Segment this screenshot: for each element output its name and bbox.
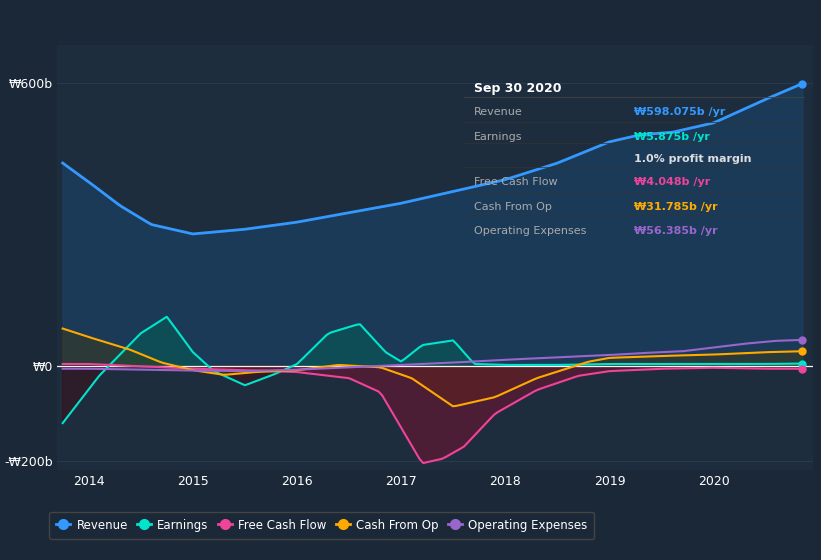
Text: ₩5.875b /yr: ₩5.875b /yr	[635, 133, 710, 142]
Text: Earnings: Earnings	[474, 133, 523, 142]
Text: Sep 30 2020: Sep 30 2020	[474, 82, 562, 95]
Legend: Revenue, Earnings, Free Cash Flow, Cash From Op, Operating Expenses: Revenue, Earnings, Free Cash Flow, Cash …	[49, 512, 594, 539]
Text: 1.0% profit margin: 1.0% profit margin	[635, 154, 752, 164]
Text: Operating Expenses: Operating Expenses	[474, 226, 586, 236]
Text: ₩598.075b /yr: ₩598.075b /yr	[635, 108, 726, 118]
Text: ₩56.385b /yr: ₩56.385b /yr	[635, 226, 718, 236]
Text: Cash From Op: Cash From Op	[474, 202, 552, 212]
Text: Revenue: Revenue	[474, 108, 523, 118]
Text: ₩31.785b /yr: ₩31.785b /yr	[635, 202, 718, 212]
Text: ₩4.048b /yr: ₩4.048b /yr	[635, 178, 710, 187]
Text: Free Cash Flow: Free Cash Flow	[474, 178, 557, 187]
